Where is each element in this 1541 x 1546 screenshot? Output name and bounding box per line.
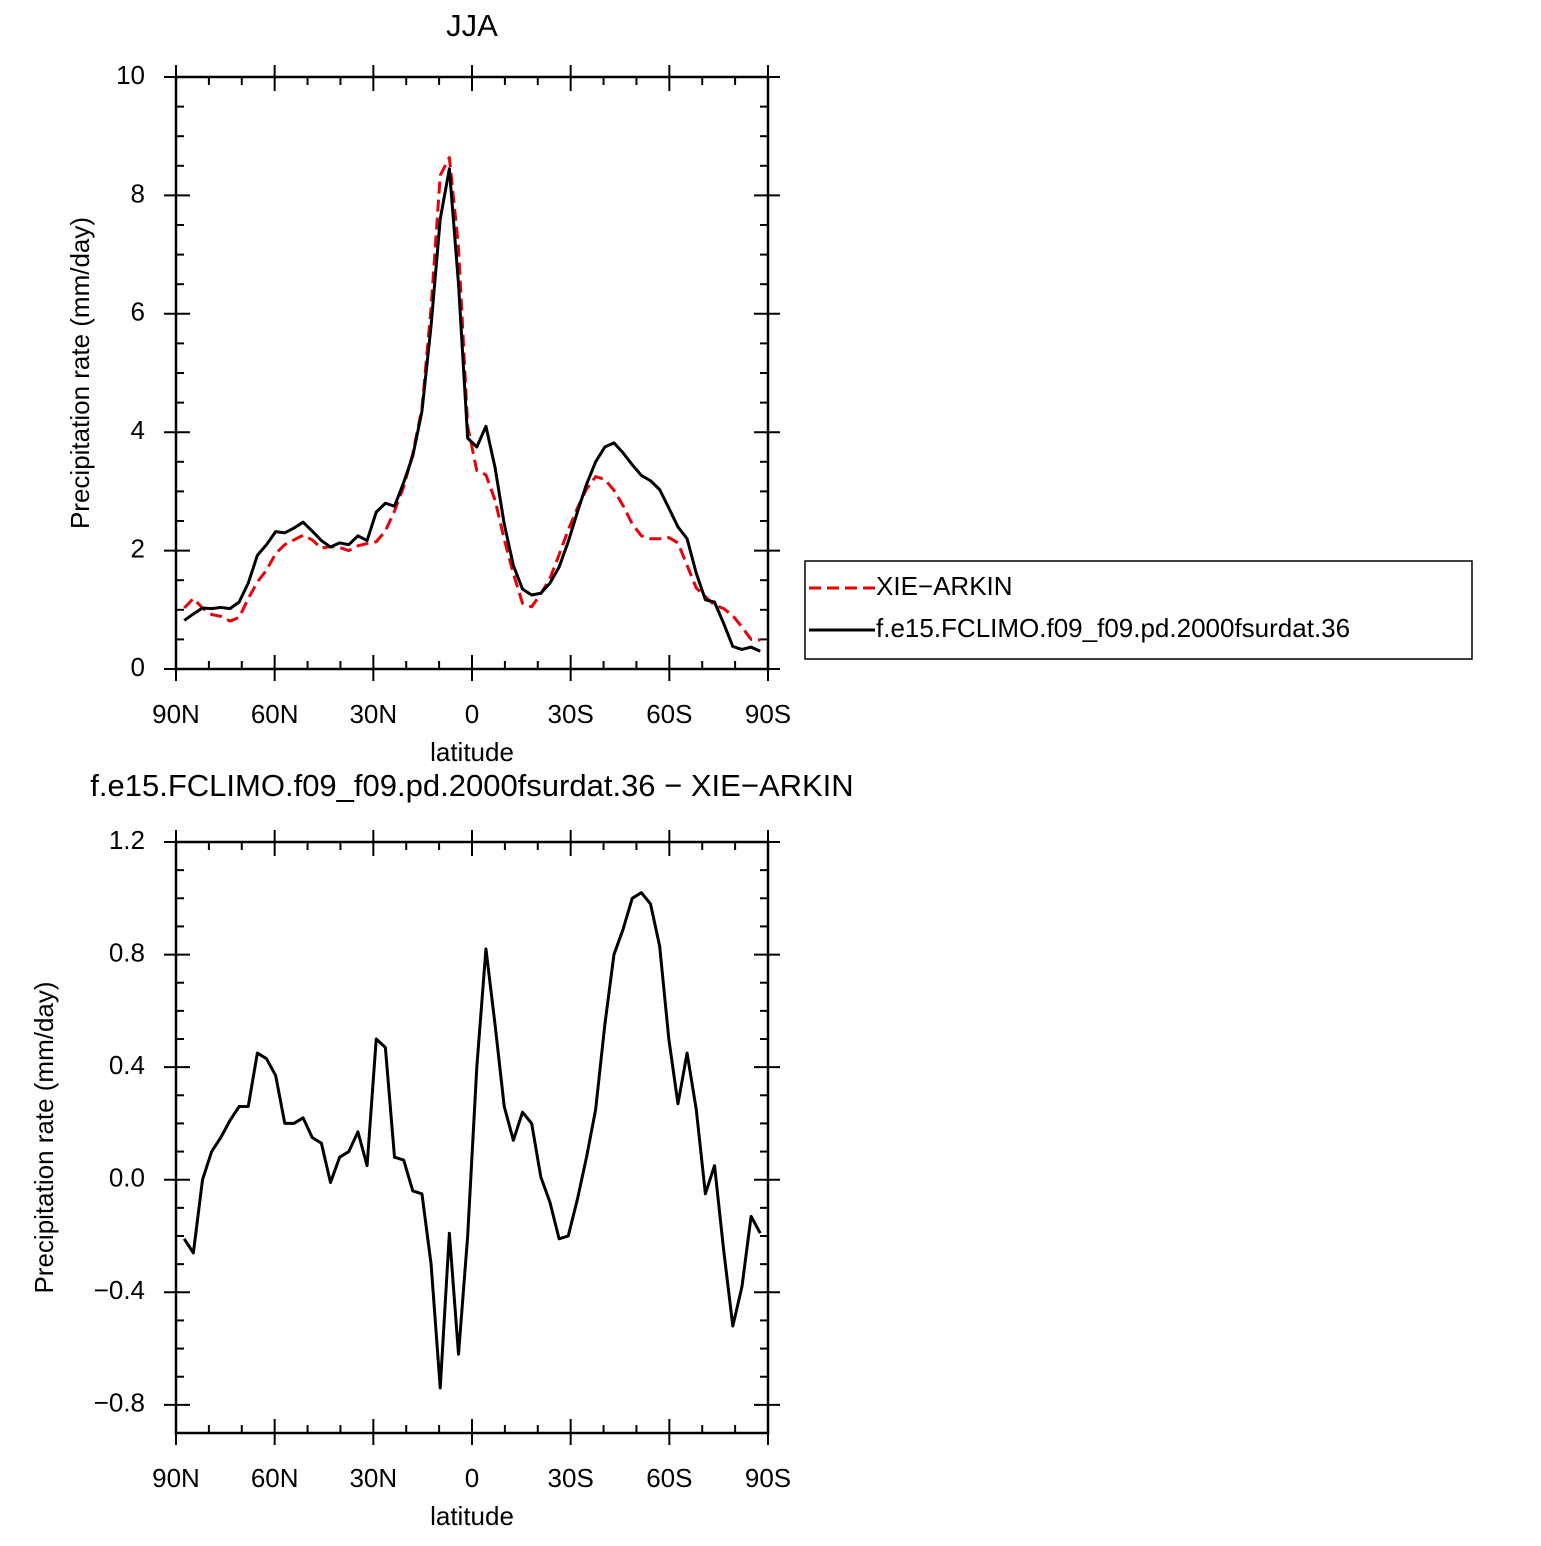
x-tick-label: 60S [646,699,692,729]
y-tick-label: 0.0 [109,1163,145,1193]
x-tick-label: 30N [349,699,397,729]
x-axis-label: latitude [430,737,514,767]
y-tick-label: 8 [131,178,145,208]
x-tick-label: 60N [251,1463,299,1493]
line-series [183,167,761,653]
legend-label: f.e15.FCLIMO.f09_f09.pd.2000fsurdat.36 [876,613,1350,643]
y-tick-label: 0.4 [109,1050,145,1080]
x-tick-label: 0 [465,699,479,729]
x-tick-label: 30S [548,699,594,729]
legend-box [804,560,1473,660]
x-tick-label: 90N [152,1463,200,1493]
x-tick-label: 60N [251,699,299,729]
x-tick-label: 0 [465,1463,479,1493]
y-tick-label: 10 [116,60,145,90]
y-tick-label: 4 [131,415,145,445]
line-series [182,891,762,1390]
y-tick-label: 2 [131,533,145,563]
legend-label: XIE−ARKIN [876,571,1013,601]
x-axis-label: latitude [430,1501,514,1531]
y-tick-label: 0.8 [109,937,145,967]
y-tick-label: 1.2 [109,825,145,855]
x-tick-label: 90S [745,699,791,729]
line-series [183,156,761,642]
chart-title: f.e15.FCLIMO.f09_f09.pd.2000fsurdat.36 −… [90,768,853,803]
x-tick-label: 90S [745,1463,791,1493]
plot-frame [174,840,770,1435]
plot-frame [174,75,770,671]
y-tick-label: 6 [131,297,145,327]
y-tick-label: −0.8 [94,1388,145,1418]
chart-title: JJA [446,8,498,43]
x-tick-label: 30N [349,1463,397,1493]
x-tick-label: 60S [646,1463,692,1493]
y-tick-label: 0 [131,652,145,682]
x-tick-label: 90N [152,699,200,729]
x-tick-label: 30S [548,1463,594,1493]
y-axis-label: Precipitation rate (mm/day) [29,981,59,1293]
y-axis-label: Precipitation rate (mm/day) [65,217,95,529]
y-tick-label: −0.4 [94,1275,145,1305]
